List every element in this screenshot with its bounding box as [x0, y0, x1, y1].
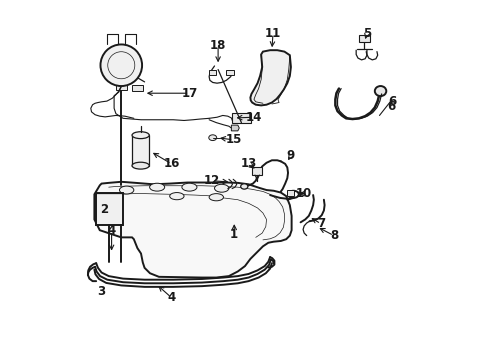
Text: 17: 17 [181, 87, 197, 100]
Bar [96, 193, 123, 225]
Text: 3: 3 [97, 285, 105, 298]
Ellipse shape [209, 194, 223, 201]
Text: 18: 18 [210, 39, 226, 52]
Text: 2: 2 [100, 203, 108, 216]
Bar [232, 113, 251, 123]
Ellipse shape [132, 132, 149, 139]
Polygon shape [231, 125, 239, 131]
Bar [116, 84, 126, 90]
Ellipse shape [132, 162, 149, 169]
Text: 4: 4 [107, 224, 116, 238]
Text: 8: 8 [330, 229, 338, 242]
Text: 1: 1 [230, 228, 238, 241]
Ellipse shape [241, 184, 248, 189]
Bar [287, 190, 294, 196]
Text: 6: 6 [388, 95, 396, 108]
Bar [226, 70, 234, 75]
Ellipse shape [215, 184, 229, 192]
Bar [209, 70, 216, 75]
Ellipse shape [170, 193, 184, 200]
Bar [252, 167, 262, 175]
Text: 11: 11 [265, 27, 281, 40]
Text: 13: 13 [241, 157, 257, 170]
Ellipse shape [149, 183, 165, 191]
Text: 6: 6 [387, 100, 395, 113]
Text: 12: 12 [204, 174, 220, 187]
Ellipse shape [209, 135, 217, 140]
Polygon shape [132, 135, 149, 166]
Text: 7: 7 [317, 217, 325, 230]
Text: 5: 5 [363, 27, 371, 40]
Bar [132, 85, 143, 91]
Ellipse shape [375, 86, 386, 96]
Bar [359, 35, 370, 42]
Polygon shape [95, 182, 292, 278]
Text: 9: 9 [287, 149, 295, 162]
Ellipse shape [120, 186, 134, 194]
Text: 14: 14 [246, 111, 262, 124]
Text: 4: 4 [168, 291, 175, 304]
Circle shape [100, 44, 142, 86]
Text: 10: 10 [296, 187, 312, 200]
Ellipse shape [182, 183, 197, 191]
Polygon shape [250, 50, 291, 105]
Text: 15: 15 [225, 133, 242, 146]
Text: 16: 16 [163, 157, 180, 170]
